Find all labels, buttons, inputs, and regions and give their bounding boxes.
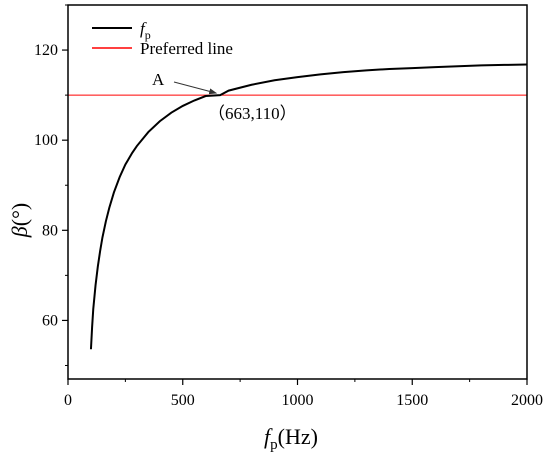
- x-tick-label: 1500: [396, 392, 428, 409]
- annotation-point-label-a: A: [152, 70, 165, 89]
- y-axis-title: β(°): [7, 203, 32, 238]
- legend: fp Preferred line: [92, 19, 233, 58]
- y-tick-label: 120: [34, 42, 58, 59]
- plot-frame: [67, 4, 528, 380]
- x-tick-label: 2000: [511, 392, 543, 409]
- y-tick-label: 60: [42, 312, 58, 329]
- axis-ticks: 0 500 1000 1500 2000 60 80 100 120: [34, 4, 543, 409]
- fp-series-line: [89, 63, 528, 350]
- legend-label-fp: fp: [140, 19, 151, 42]
- legend-label-preferred-line: Preferred line: [140, 39, 233, 58]
- y-tick-label: 100: [34, 132, 58, 149]
- x-tick-label: 1000: [282, 392, 314, 409]
- x-tick-label: 500: [171, 392, 195, 409]
- x-tick-label: 0: [64, 392, 72, 409]
- annotation-arrow: [173, 81, 218, 95]
- x-axis-title: fp(Hz): [264, 424, 318, 453]
- y-tick-label: 80: [42, 222, 58, 239]
- annotation-coordinates: （663,110）: [208, 104, 297, 123]
